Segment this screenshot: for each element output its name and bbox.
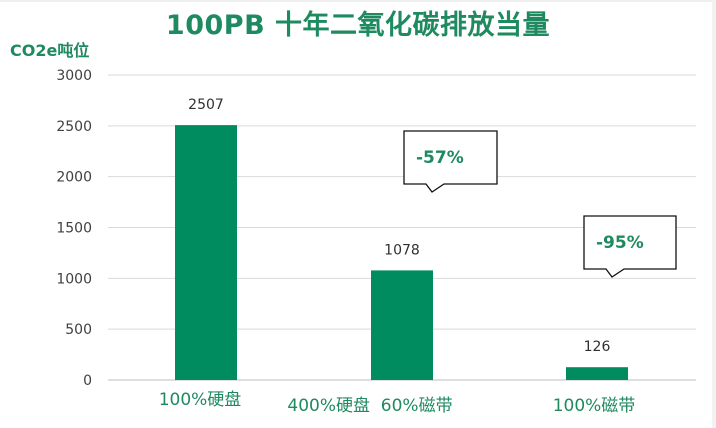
data-label: 1078 (384, 242, 420, 258)
chart-title: 100PB 十年二氧化碳排放当量 (165, 10, 551, 41)
data-label: 126 (584, 339, 611, 355)
callout-text: -57% (416, 148, 464, 168)
callout-box (403, 130, 498, 193)
y-tick-label: 0 (83, 373, 92, 389)
right-border (712, 0, 716, 428)
bar (371, 270, 433, 380)
bars (175, 125, 628, 380)
y-tick-label: 2500 (56, 119, 92, 135)
y-axis-unit-label: CO2e吨位 (10, 41, 90, 60)
y-tick-label: 1500 (56, 221, 92, 237)
bar (566, 367, 628, 380)
y-tick-label: 2000 (56, 170, 92, 186)
data-label: 2507 (188, 97, 224, 113)
y-tick-label: 1000 (56, 271, 92, 287)
labels: 0 500 1000 1500 2000 2500 3000 2507 1078 126 100%硬… (56, 68, 635, 416)
callout-box (583, 215, 677, 278)
category-label: 100%磁带 (553, 396, 636, 416)
bar (175, 125, 237, 380)
y-tick-label: 500 (65, 322, 92, 338)
category-label: 400%硬盘 60%磁带 (287, 396, 452, 416)
callouts: -57% -95% (403, 130, 677, 278)
y-tick-label: 3000 (56, 68, 92, 84)
callout-text: -95% (596, 233, 644, 253)
top-border (0, 0, 716, 2)
category-label: 100%硬盘 (159, 390, 242, 410)
